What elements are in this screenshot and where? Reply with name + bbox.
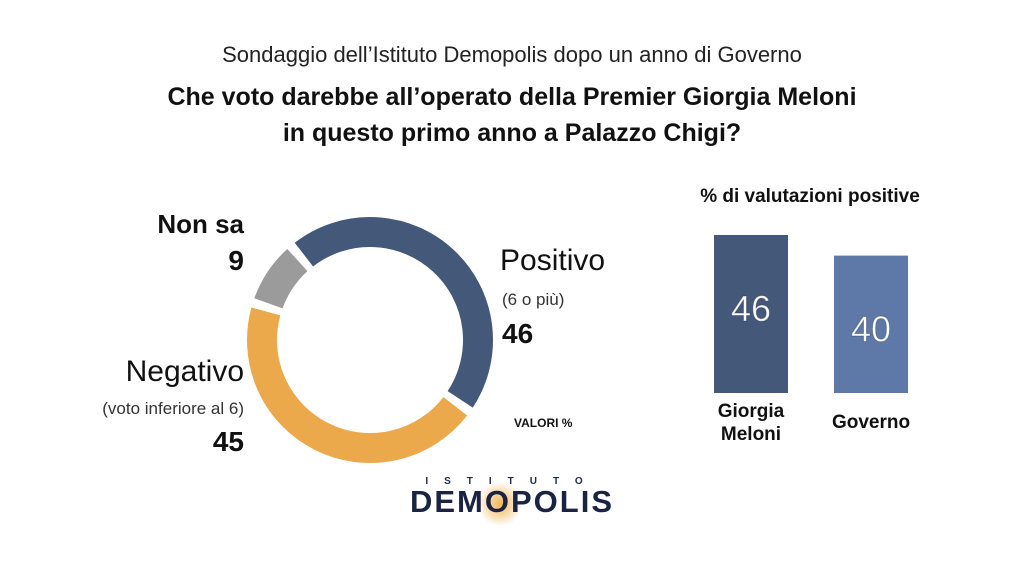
bar-value-label: 46 [731, 288, 771, 329]
donut-chart [247, 217, 493, 463]
label-negativo: Negativo [125, 355, 244, 388]
bar-value-label: 40 [851, 309, 891, 350]
bar-chart: 46 40 [714, 235, 908, 393]
bar-category-label: Giorgia Meloni [691, 400, 811, 446]
label-negativo-note: (voto inferiore al 6) [102, 399, 244, 418]
label-nonsa: Non sa [157, 209, 244, 239]
donut-slice-non-sa [254, 248, 308, 309]
label-positivo: Positivo [500, 244, 606, 277]
values-percent-note: VALORI % [514, 416, 573, 430]
logo-glow [478, 482, 522, 526]
bar-category-label-line: Meloni [720, 424, 782, 445]
logo-top-text: ISTITUTO [425, 476, 599, 487]
bar-chart-title: % di valutazioni positive [700, 186, 920, 207]
bar-governo [834, 255, 908, 393]
bar-category-label: Governo [811, 411, 931, 434]
value-nonsa: 9 [228, 245, 244, 276]
donut-slice-negativo [247, 307, 468, 463]
chart-subtitle: Sondaggio dell’Istituto Demopolis dopo u… [222, 42, 802, 67]
bar-giorgia-meloni [714, 235, 788, 393]
demopolis-logo: DEMOPOLIS [409, 484, 614, 519]
label-positivo-note: (6 o più) [502, 290, 565, 309]
value-positivo: 46 [502, 318, 534, 349]
chart-title-line-1: Che voto darebbe all’operato della Premi… [167, 83, 857, 111]
value-negativo: 45 [212, 426, 244, 457]
donut-slice-positivo [294, 217, 493, 408]
bar-category-label-line: Giorgia [717, 401, 785, 422]
chart-title-line-2: in questo primo anno a Palazzo Chigi? [282, 119, 742, 147]
bar-category-label-line: Governo [831, 412, 911, 433]
